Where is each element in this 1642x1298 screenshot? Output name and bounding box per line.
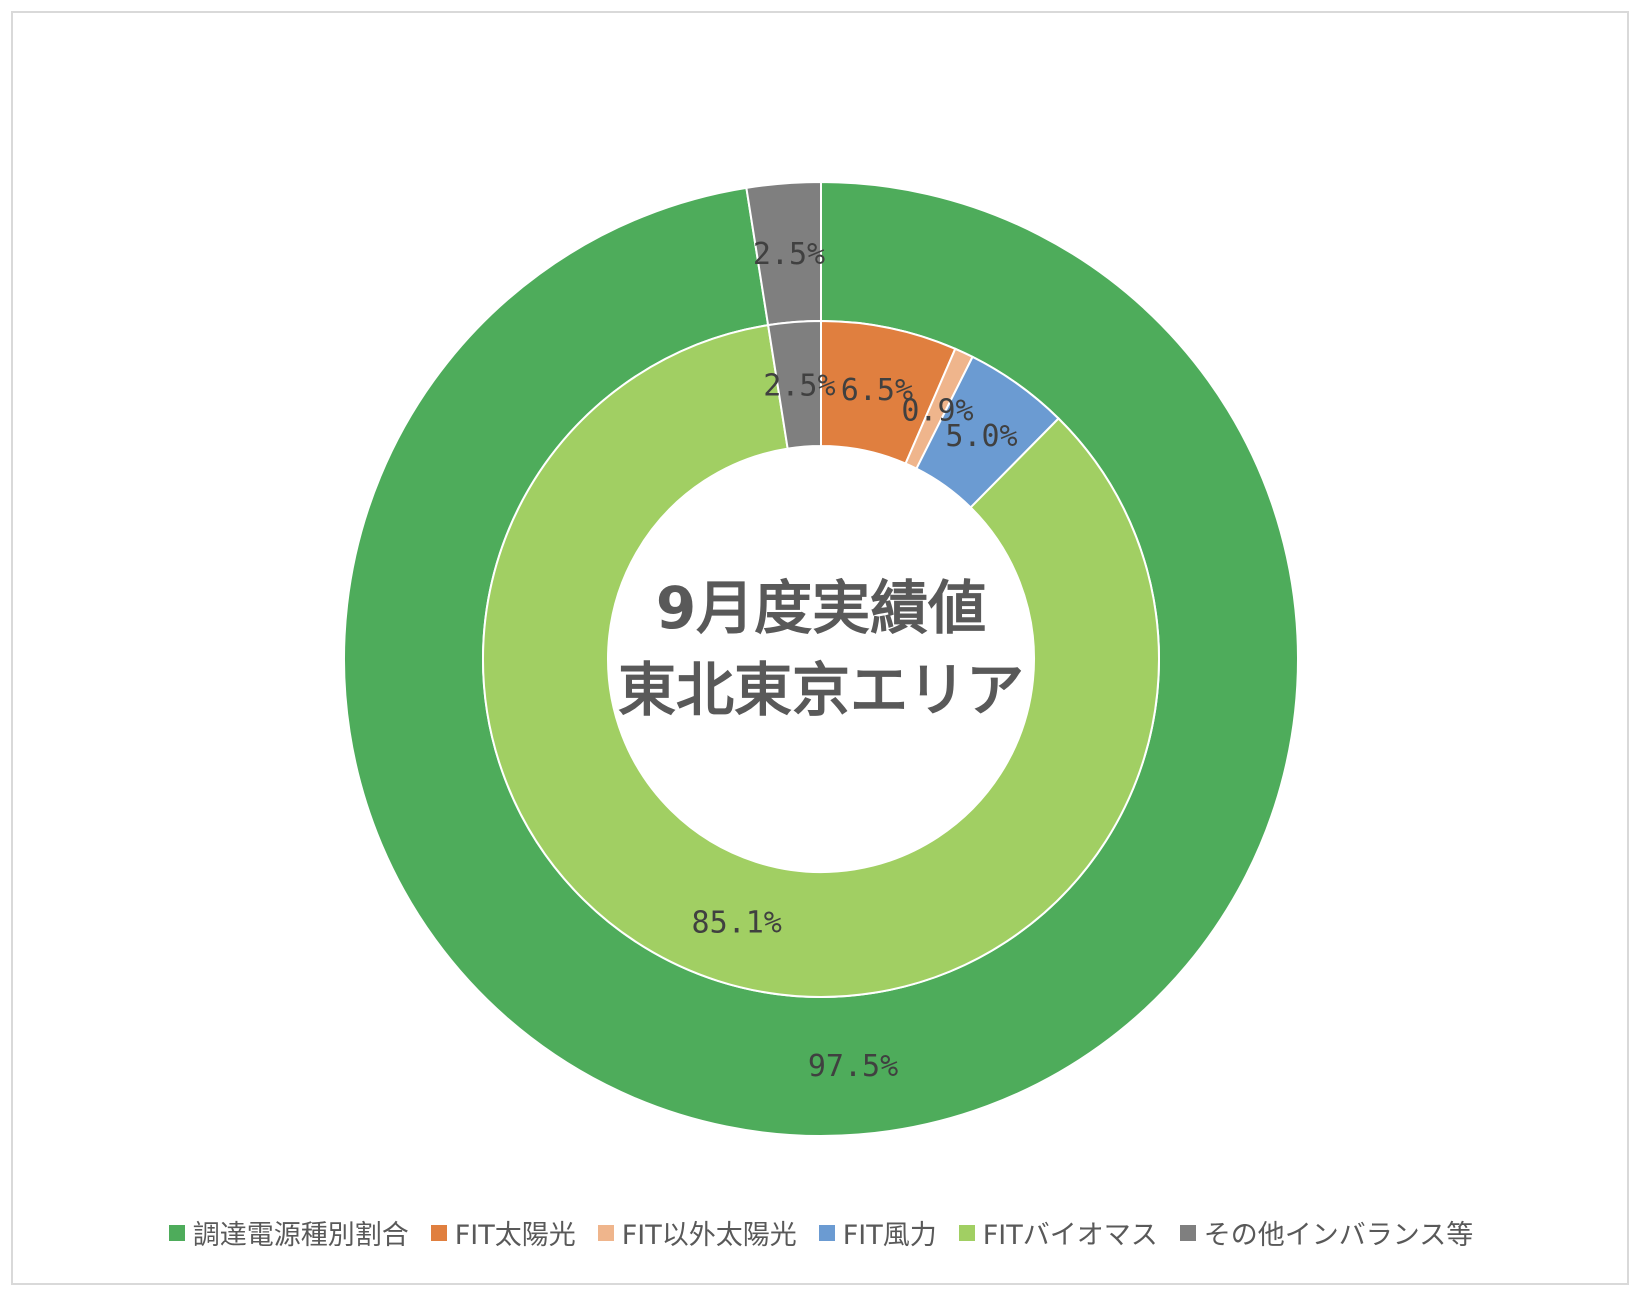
legend-label-4: FITバイオマス xyxy=(982,1220,1158,1251)
legend: 調達電源種別割合 FIT太陽光 FIT以外太陽光 FIT風力 FITバイオマス その他イン… xyxy=(0,1213,1642,1252)
legend-label-5: その他インバランス等 xyxy=(1203,1220,1474,1251)
legend-swatch-1 xyxy=(430,1224,447,1241)
legend-swatch-5 xyxy=(1179,1224,1196,1241)
legend-label-1: FIT太陽光 xyxy=(454,1220,576,1251)
legend-label-3: FIT風力 xyxy=(842,1220,937,1251)
legend-item-1: FIT太陽光 xyxy=(430,1213,576,1252)
legend-swatch-0 xyxy=(168,1224,185,1241)
legend-item-4: FITバイオマス xyxy=(958,1213,1158,1252)
legend-item-2: FIT以外太陽光 xyxy=(597,1213,797,1252)
legend-swatch-2 xyxy=(597,1224,614,1241)
center-title-line-2: 東北東京エリア xyxy=(618,656,1024,724)
outer-ring-label-0: 97.5% xyxy=(808,1049,898,1084)
center-title-line-1: 9月度実績値 xyxy=(656,574,986,642)
legend-label-0: 調達電源種別割合 xyxy=(192,1220,409,1251)
outer-ring-label-1: 2.5% xyxy=(753,237,825,272)
inner-ring-label-1: 0.9% xyxy=(901,393,973,428)
legend-swatch-3 xyxy=(818,1224,835,1241)
inner-ring-label-4: 2.5% xyxy=(763,368,835,403)
legend-item-3: FIT風力 xyxy=(818,1213,937,1252)
legend-item-0: 調達電源種別割合 xyxy=(168,1213,409,1252)
inner-ring-label-0: 6.5% xyxy=(841,373,913,408)
legend-label-2: FIT以外太陽光 xyxy=(621,1220,797,1251)
inner-ring-label-3: 85.1% xyxy=(692,905,782,940)
data-labels: 97.5%2.5%6.5%0.9%5.0%85.1%2.5% xyxy=(692,237,1018,1084)
legend-swatch-4 xyxy=(958,1224,975,1241)
inner-ring-slice-3 xyxy=(482,324,1160,998)
inner-ring xyxy=(482,319,1160,998)
inner-ring-label-2: 5.0% xyxy=(945,419,1017,454)
inner-ring-slice-4 xyxy=(766,319,822,450)
legend-item-5: その他インバランス等 xyxy=(1179,1213,1474,1252)
